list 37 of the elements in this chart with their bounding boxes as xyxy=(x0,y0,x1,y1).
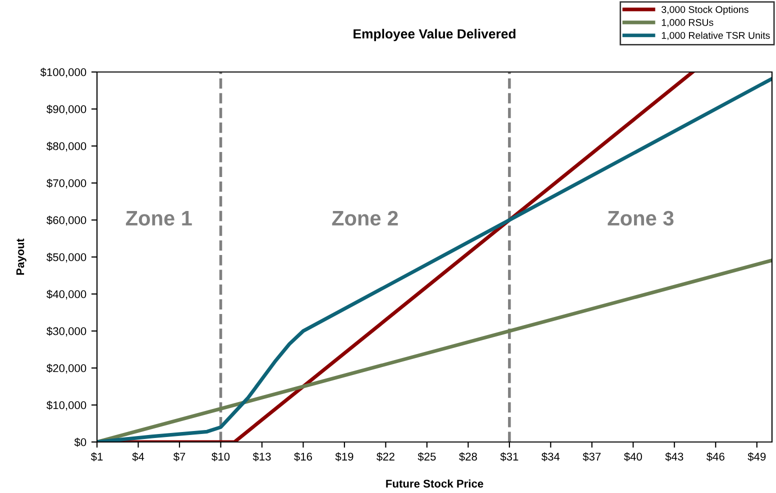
y-tick-label: $90,000 xyxy=(46,104,86,114)
x-tick-label: $22 xyxy=(376,452,394,462)
y-tick-label: $80,000 xyxy=(46,142,86,152)
y-tick-label: $20,000 xyxy=(46,364,86,374)
annotation: Zone 3 xyxy=(608,210,674,226)
x-tick-label: $7 xyxy=(173,452,186,462)
y-tick-label: $0 xyxy=(74,438,86,447)
x-tick-label: $4 xyxy=(132,452,144,462)
x-tick-label: $1 xyxy=(90,452,103,462)
y-tick-label: $50,000 xyxy=(46,252,86,262)
x-tick-label: $49 xyxy=(748,452,766,462)
x-tick-label: $31 xyxy=(500,452,518,462)
x-tick-label: $10 xyxy=(212,452,230,462)
legend-label: 1,000 RSUs xyxy=(662,19,714,28)
x-tick-label: $28 xyxy=(459,452,477,462)
y-tick-label: $60,000 xyxy=(46,216,86,226)
x-tick-label: $46 xyxy=(706,452,724,462)
x-axis-title: Future Stock Price xyxy=(386,479,484,488)
y-tick-label: $30,000 xyxy=(46,326,86,336)
y-tick-label: $100,000 xyxy=(40,68,86,78)
x-tick-label: $25 xyxy=(418,452,436,462)
x-tick-label: $34 xyxy=(542,452,560,462)
x-tick-label: $40 xyxy=(624,452,642,462)
x-tick-label: $43 xyxy=(665,452,684,462)
chart-title: Employee Value Delivered xyxy=(354,28,516,42)
y-tick-label: $70,000 xyxy=(46,178,86,188)
annotation: Zone 2 xyxy=(332,210,398,226)
legend-label: 1,000 Relative TSR Units xyxy=(662,32,770,40)
x-tick-label: $16 xyxy=(294,452,312,462)
y-axis-title: Payout xyxy=(16,238,26,275)
legend-label: 3,000 Stock Options xyxy=(662,6,748,15)
x-tick-label: $37 xyxy=(582,452,601,462)
annotation: Zone 1 xyxy=(126,211,192,226)
y-tick-label: $10,000 xyxy=(46,400,86,410)
x-tick-label: $13 xyxy=(252,452,271,462)
x-tick-label: $19 xyxy=(335,452,354,462)
y-tick-label: $40,000 xyxy=(46,290,86,300)
